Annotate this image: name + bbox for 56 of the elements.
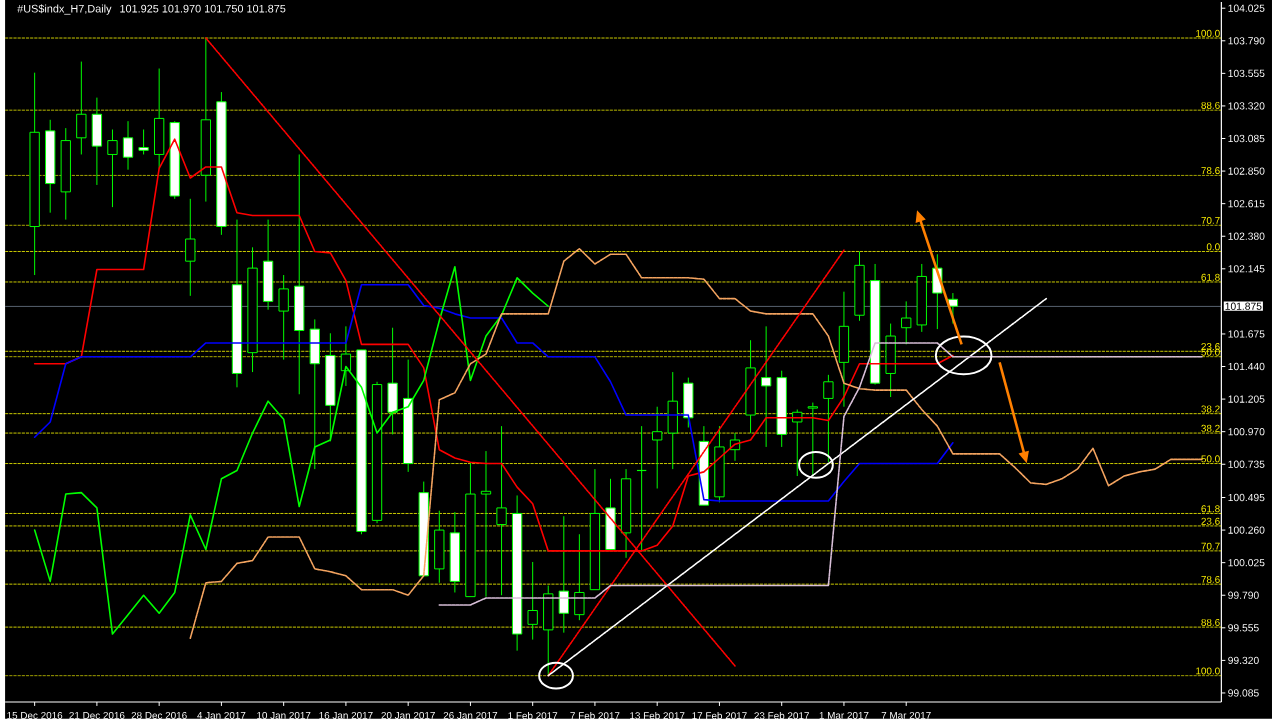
y-tick-label: 100.025 bbox=[1228, 559, 1265, 567]
annotation: 50.0 bbox=[1201, 455, 1220, 463]
x-tick-label: 10 Jan 2017 bbox=[257, 712, 311, 720]
y-tick-label: 104.025 bbox=[1228, 4, 1265, 12]
y-tick-label: 101.205 bbox=[1228, 395, 1265, 403]
y-tick-label: 99.320 bbox=[1228, 656, 1259, 665]
annotation: 61.8 bbox=[1201, 505, 1220, 513]
annotation: 0.0 bbox=[1206, 243, 1220, 251]
y-tick-label: 100.495 bbox=[1228, 493, 1265, 502]
x-tick-label: 4 Jan 2017 bbox=[197, 712, 246, 720]
chart-title: #US$indx_H7,Daily bbox=[17, 4, 112, 15]
y-tick-label: 102.380 bbox=[1228, 232, 1265, 240]
annotation: 38.2 bbox=[1201, 424, 1220, 432]
x-tick-label: 1 Feb 2017 bbox=[508, 712, 558, 720]
y-tick-label: 102.145 bbox=[1228, 265, 1265, 273]
annotation: 78.6 bbox=[1201, 167, 1220, 175]
chart-subtitle: 101.925 101.970 101.750 101.875 bbox=[120, 4, 286, 13]
ref-line-label: 101.875 bbox=[1225, 302, 1262, 310]
annotation: 100.0 bbox=[1196, 667, 1220, 675]
annotation: 61.8 bbox=[1201, 273, 1220, 281]
annotation: 88.6 bbox=[1201, 619, 1220, 627]
y-tick-label: 100.970 bbox=[1228, 428, 1265, 436]
x-tick-label: 16 Jan 2017 bbox=[319, 712, 373, 720]
y-tick-label: 102.615 bbox=[1228, 200, 1265, 208]
annotation: 23.6 bbox=[1201, 517, 1220, 525]
x-tick-label: 23 Feb 2017 bbox=[754, 712, 809, 720]
x-tick-label: 17 Feb 2017 bbox=[692, 712, 747, 720]
annotation: 50.0 bbox=[1201, 348, 1220, 356]
x-tick-label: 28 Dec 2016 bbox=[131, 712, 187, 720]
x-tick-label: 15 Dec 2016 bbox=[7, 712, 63, 720]
x-tick-label: 13 Feb 2017 bbox=[630, 712, 685, 720]
y-tick-label: 100.260 bbox=[1228, 526, 1265, 534]
x-tick-label: 7 Feb 2017 bbox=[570, 712, 620, 720]
annotation: 78.6 bbox=[1201, 576, 1220, 584]
y-tick-label: 99.555 bbox=[1228, 624, 1259, 632]
annotation: 70.7 bbox=[1201, 217, 1220, 225]
annotation: 38.2 bbox=[1201, 405, 1220, 413]
y-tick-label: 99.790 bbox=[1228, 591, 1259, 599]
x-tick-label: 1 Mar 2017 bbox=[819, 712, 869, 720]
annotation: 70.7 bbox=[1201, 542, 1220, 550]
x-tick-label: 20 Jan 2017 bbox=[381, 712, 435, 720]
y-tick-label: 103.085 bbox=[1228, 134, 1265, 143]
y-tick-label: 103.555 bbox=[1228, 69, 1265, 78]
y-tick-label: 101.440 bbox=[1228, 362, 1265, 371]
y-tick-label: 99.085 bbox=[1228, 689, 1259, 697]
annotation: 23.6 bbox=[1201, 343, 1220, 351]
y-tick-label: 103.320 bbox=[1228, 102, 1265, 110]
x-tick-label: 7 Mar 2017 bbox=[881, 712, 931, 720]
x-tick-label: 21 Dec 2016 bbox=[69, 712, 125, 720]
y-tick-label: 102.850 bbox=[1228, 167, 1265, 175]
y-tick-label: 103.790 bbox=[1228, 37, 1265, 45]
annotation: 88.6 bbox=[1201, 101, 1220, 109]
y-tick-label: 100.735 bbox=[1228, 460, 1265, 468]
annotation: 100.0 bbox=[1196, 29, 1220, 37]
x-tick-label: 26 Jan 2017 bbox=[443, 712, 498, 720]
y-tick-label: 101.675 bbox=[1228, 330, 1265, 338]
